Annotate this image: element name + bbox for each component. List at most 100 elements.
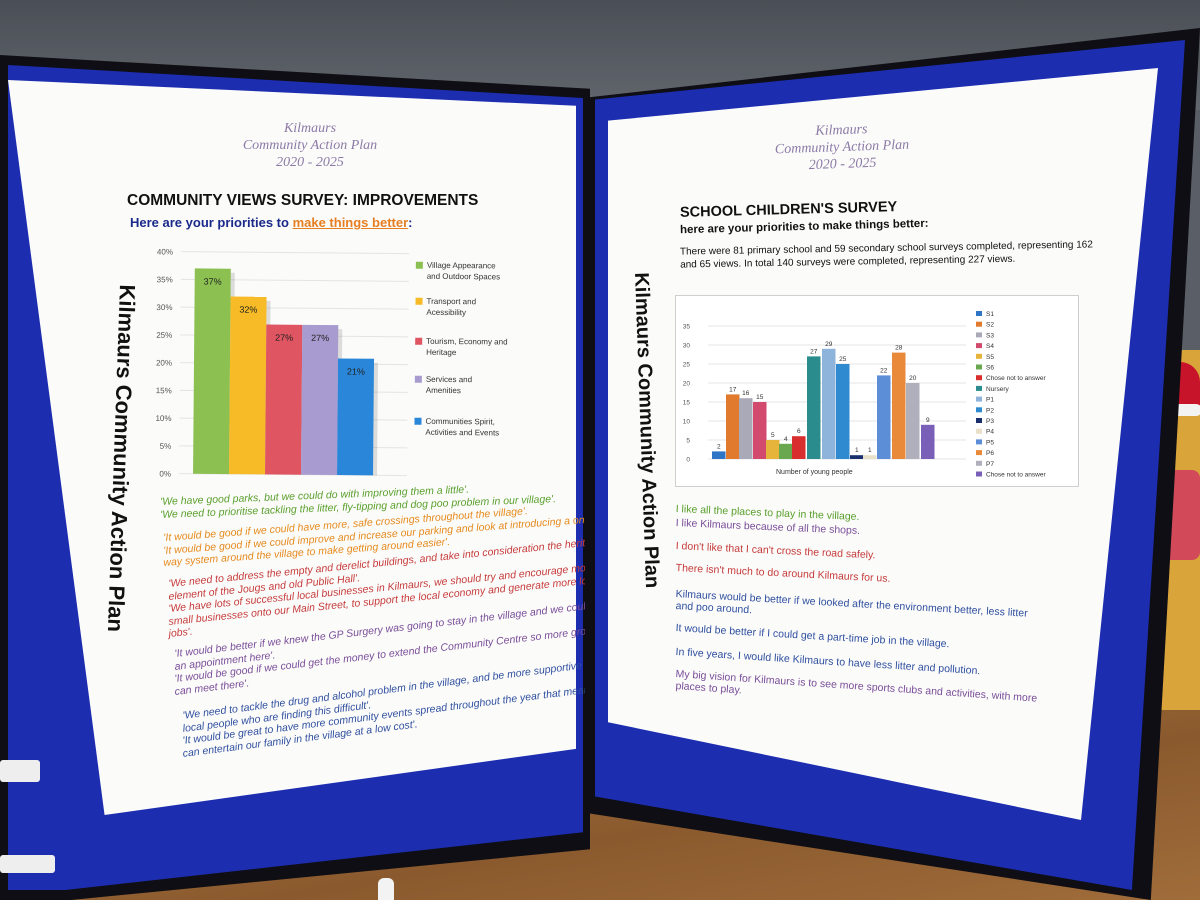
- data-label: 15: [756, 394, 764, 401]
- legend-swatch: [976, 311, 982, 316]
- legend-label: P2: [986, 407, 994, 414]
- y-tick-label: 10%: [155, 414, 171, 423]
- legend-label-line: Communities Spirit,: [425, 417, 494, 427]
- bar: [906, 383, 920, 459]
- y-tick-label: 35%: [157, 275, 173, 284]
- legend-swatch: [976, 460, 982, 466]
- legend-label: Village Appearance and Outdoor Spaces: [427, 261, 501, 282]
- bar: [792, 436, 806, 459]
- bar: [739, 398, 753, 459]
- bar: [836, 364, 850, 459]
- legend-label: Chose not to answer: [986, 375, 1046, 382]
- bar: [301, 324, 339, 476]
- legend-label: P1: [986, 397, 994, 404]
- y-tick-label: 30%: [156, 303, 172, 312]
- y-tick-label: 25: [683, 362, 691, 369]
- bar: [807, 356, 821, 459]
- bar: [863, 455, 877, 459]
- data-label: 27%: [311, 333, 329, 343]
- bar: [265, 324, 303, 475]
- left-heading: COMMUNITY VIEWS SURVEY: IMPROVEMENTS: [127, 192, 479, 209]
- y-tick-label: 0%: [159, 469, 171, 478]
- gridline: [180, 251, 409, 255]
- data-label: 32%: [239, 305, 257, 315]
- legend-swatch: [976, 418, 982, 423]
- legend-label: S4: [986, 343, 994, 350]
- legend-label: S3: [986, 332, 994, 339]
- legend-label-line: Transport and: [426, 297, 476, 306]
- legend-swatch: [415, 337, 423, 345]
- data-label: 9: [926, 417, 930, 424]
- bar: [779, 443, 793, 459]
- y-tick-label: 5: [686, 438, 690, 445]
- pen: [378, 878, 394, 900]
- legend-label-line: Tourism, Economy and: [426, 337, 507, 347]
- legend-label-line: and Outdoor Spaces: [427, 272, 500, 282]
- legend-swatch: [415, 261, 423, 269]
- legend-label: Transport and Acessibility: [426, 297, 476, 317]
- data-label: 37%: [204, 277, 222, 287]
- legend-label: P7: [986, 461, 994, 468]
- data-label: 4: [784, 436, 788, 443]
- bar: [892, 352, 906, 459]
- plan-title-line: Kilmaurs: [283, 121, 337, 136]
- legend-swatch: [976, 407, 982, 413]
- data-label: 1: [868, 447, 872, 454]
- bar: [726, 394, 740, 459]
- legend-swatch: [976, 321, 982, 327]
- sub-prefix: Here are your priorities to: [130, 215, 293, 230]
- y-tick-label: 15%: [156, 386, 172, 395]
- y-tick-label: 25%: [156, 331, 172, 340]
- legend-label: P6: [986, 450, 994, 457]
- data-label: 20: [909, 375, 917, 382]
- legend-label: Tourism, Economy and Heritage: [426, 337, 508, 358]
- legend-label: P4: [986, 429, 994, 436]
- data-label: 25: [839, 356, 847, 363]
- y-tick-label: 35: [683, 324, 691, 331]
- legend-label-line: Heritage: [426, 348, 457, 357]
- data-label: 27: [810, 348, 818, 355]
- y-tick-label: 40%: [157, 247, 173, 256]
- legend-swatch: [976, 385, 982, 391]
- y-tick-label: 20%: [156, 358, 172, 367]
- plan-title-line: 2020 - 2025: [276, 155, 344, 170]
- legend-label-line: Services and: [426, 375, 472, 384]
- legend-label: Nursery: [986, 386, 1010, 393]
- left-plan-title: Kilmaurs Community Action Plan 2020 - 20…: [225, 120, 395, 171]
- bar: [753, 402, 767, 459]
- legend-label: S1: [986, 311, 994, 318]
- pen: [0, 855, 55, 873]
- legend-swatch: [976, 375, 982, 381]
- legend-label: Services and Amenities: [426, 375, 472, 395]
- x-axis-label: Number of young people: [776, 469, 853, 476]
- bar: [850, 455, 864, 459]
- bar: [193, 268, 231, 475]
- bar: [877, 375, 891, 459]
- data-label: 1: [855, 447, 859, 454]
- bar: [822, 348, 836, 459]
- legend-label: S2: [986, 322, 994, 329]
- legend-swatch: [976, 332, 982, 338]
- quote-line: jobs'.: [168, 625, 194, 640]
- legend-label-line: Activities and Events: [425, 428, 499, 438]
- legend-swatch: [414, 417, 422, 425]
- legend-swatch: [976, 428, 982, 434]
- data-label: 5: [771, 432, 775, 439]
- bar: [712, 451, 726, 459]
- legend-label: P5: [986, 439, 994, 446]
- left-bar-chart: 0% 5% 10% 15% 20% 25% 30% 35% 40% 37% 32% 27% 27% 21%…: [155, 247, 508, 478]
- data-label: 21%: [347, 367, 365, 377]
- legend-swatch: [976, 396, 982, 402]
- y-tick-label: 15: [683, 400, 691, 407]
- data-label: 6: [797, 428, 801, 435]
- legend-label: Communities Spirit, Activities and Events: [425, 417, 499, 438]
- legend-label: Chose not to answer: [986, 472, 1046, 479]
- bar-shadow: [373, 362, 378, 476]
- y-tick-label: 20: [683, 381, 691, 388]
- legend-label: S6: [986, 365, 994, 372]
- legend-swatch: [976, 471, 982, 477]
- data-label: 27%: [275, 333, 293, 343]
- legend-swatch: [415, 297, 423, 305]
- right-bar-chart: 0 5 10 15 20 25 30 35 2 17 16 15 5 4 6 27 29 25 1 1 22 28 20 9 N…: [675, 295, 1079, 487]
- data-label: 17: [729, 386, 737, 393]
